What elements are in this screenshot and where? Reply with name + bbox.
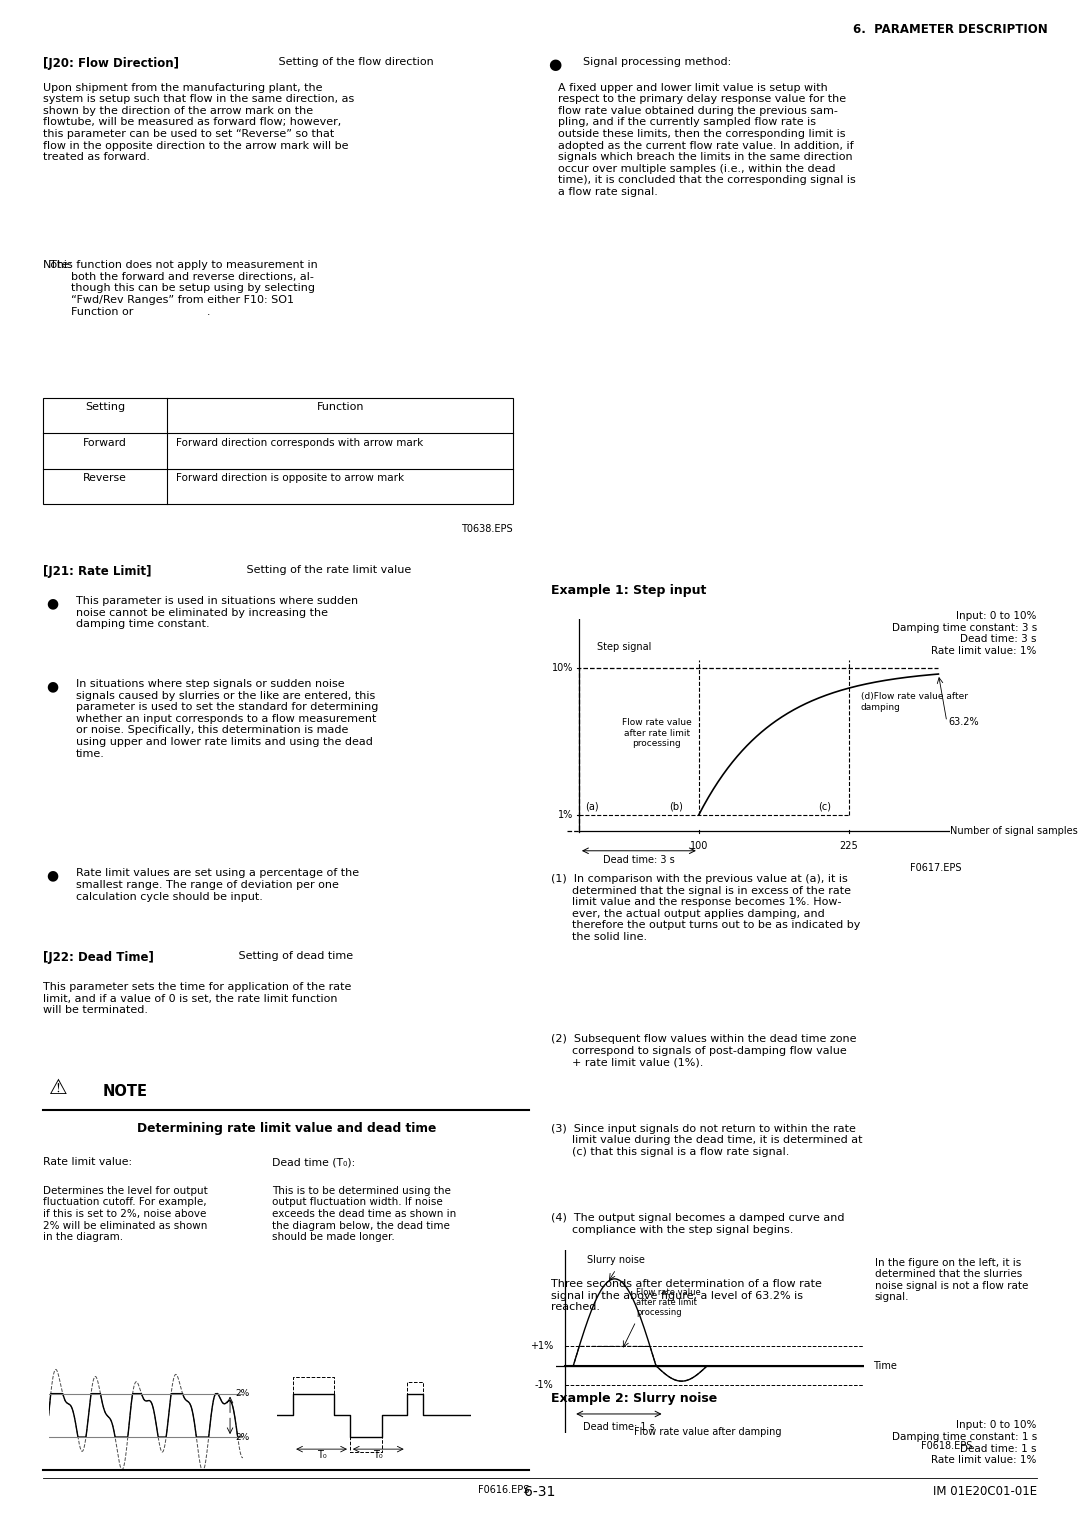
Text: ⚠: ⚠ (49, 1079, 67, 1099)
Text: Forward direction corresponds with arrow mark: Forward direction corresponds with arrow… (176, 437, 423, 448)
Text: Example 1: Step input: Example 1: Step input (551, 584, 706, 597)
Text: Flow rate value
after rate limit
processing: Flow rate value after rate limit process… (622, 718, 691, 749)
Text: Setting of the rate limit value: Setting of the rate limit value (243, 565, 411, 575)
Bar (43, 397, 513, 504)
Text: T0638.EPS: T0638.EPS (461, 524, 513, 533)
Text: This parameter sets the time for application of the rate
limit, and if a value o: This parameter sets the time for applica… (43, 983, 352, 1015)
Text: 2%: 2% (234, 1389, 249, 1398)
Text: Rate limit value:: Rate limit value: (43, 1157, 133, 1167)
Text: F0616.EPS: F0616.EPS (477, 1485, 529, 1496)
Text: ●: ● (46, 868, 58, 883)
Text: (c): (c) (819, 802, 832, 811)
Text: 1%: 1% (557, 810, 573, 821)
Text: This is to be determined using the
output fluctuation width. If noise
exceeds th: This is to be determined using the outpu… (272, 1186, 456, 1242)
Text: Time: Time (873, 1361, 896, 1371)
Text: [J20: Flow Direction]: [J20: Flow Direction] (43, 57, 179, 70)
Text: Flow rate value
after rate limit
processing: Flow rate value after rate limit process… (636, 1288, 701, 1317)
Text: Upon shipment from the manufacturing plant, the
system is setup such that flow i: Upon shipment from the manufacturing pla… (43, 83, 354, 162)
Text: Dead time (T₀):: Dead time (T₀): (272, 1157, 355, 1167)
Text: In the figure on the left, it is
determined that the slurries
noise signal is no: In the figure on the left, it is determi… (875, 1258, 1028, 1302)
Text: Dead time: 1 s: Dead time: 1 s (583, 1421, 654, 1432)
Text: T₀: T₀ (374, 1450, 383, 1459)
Text: -1%: -1% (535, 1380, 553, 1390)
Text: Function: Function (316, 402, 364, 413)
Text: Signal processing method:: Signal processing method: (583, 57, 731, 67)
Text: Setting: Setting (85, 402, 125, 413)
Text: Setting of the flow direction: Setting of the flow direction (275, 57, 434, 67)
Text: 6-31: 6-31 (524, 1485, 556, 1499)
Text: 6.  PARAMETER DESCRIPTION: 6. PARAMETER DESCRIPTION (853, 23, 1048, 37)
Text: This parameter is used in situations where sudden
noise cannot be eliminated by : This parameter is used in situations whe… (76, 596, 357, 630)
Text: IM 01E20C01-01E: IM 01E20C01-01E (933, 1485, 1037, 1499)
Text: ●: ● (549, 57, 562, 72)
Text: This function does not apply to measurement in
        both the forward and reve: This function does not apply to measurem… (43, 260, 318, 316)
Text: Slurry noise: Slurry noise (588, 1256, 645, 1265)
Text: (2)  Subsequent flow values within the dead time zone
      correspond to signal: (2) Subsequent flow values within the de… (551, 1034, 856, 1068)
Text: Determines the level for output
fluctuation cutoff. For example,
if this is set : Determines the level for output fluctuat… (43, 1186, 208, 1242)
Text: F0618.EPS: F0618.EPS (920, 1441, 972, 1452)
Text: (d)Flow rate value after
damping: (d)Flow rate value after damping (861, 692, 968, 712)
Text: (3)  Since input signals do not return to within the rate
      limit value duri: (3) Since input signals do not return to… (551, 1125, 862, 1157)
Text: Three seconds after determination of a flow rate
signal in the above figure, a l: Three seconds after determination of a f… (551, 1279, 822, 1313)
Text: Step signal: Step signal (597, 642, 651, 651)
Text: (a): (a) (585, 802, 598, 811)
Text: 100: 100 (690, 840, 708, 851)
Text: Dead time: 3 s: Dead time: 3 s (603, 854, 675, 865)
Text: 2%: 2% (234, 1433, 249, 1441)
Text: A fixed upper and lower limit value is setup with
  respect to the primary delay: A fixed upper and lower limit value is s… (551, 83, 855, 197)
Text: In situations where step signals or sudden noise
signals caused by slurries or t: In situations where step signals or sudd… (76, 678, 378, 758)
Text: Setting of dead time: Setting of dead time (235, 952, 353, 961)
Text: Input: 0 to 10%
Damping time constant: 3 s
Dead time: 3 s
Rate limit value: 1%: Input: 0 to 10% Damping time constant: 3… (892, 611, 1037, 656)
Text: ●: ● (46, 596, 58, 610)
Text: Number of signal samples: Number of signal samples (950, 827, 1078, 836)
Text: (4)  The output signal becomes a damped curve and
      compliance with the step: (4) The output signal becomes a damped c… (551, 1213, 845, 1235)
Text: Determining rate limit value and dead time: Determining rate limit value and dead ti… (136, 1122, 436, 1135)
Text: NOTE: NOTE (103, 1085, 148, 1099)
Text: Note:: Note: (43, 260, 73, 270)
Text: F0617.EPS: F0617.EPS (909, 863, 961, 874)
Text: T₀: T₀ (316, 1450, 326, 1459)
Text: Forward direction is opposite to arrow mark: Forward direction is opposite to arrow m… (176, 474, 404, 483)
Text: +1%: +1% (530, 1342, 553, 1351)
Text: 63.2%: 63.2% (948, 717, 978, 727)
Text: [J22: Dead Time]: [J22: Dead Time] (43, 952, 154, 964)
Text: (b): (b) (669, 802, 683, 811)
Text: Reverse: Reverse (83, 474, 127, 483)
Text: 10%: 10% (552, 663, 573, 672)
Text: Flow rate value after damping: Flow rate value after damping (634, 1427, 781, 1438)
Text: Forward: Forward (83, 437, 127, 448)
Text: (1)  In comparison with the previous value at (a), it is
      determined that t: (1) In comparison with the previous valu… (551, 874, 860, 943)
Text: [J21: Rate Limit]: [J21: Rate Limit] (43, 565, 151, 578)
Text: Rate limit values are set using a percentage of the
smallest range. The range of: Rate limit values are set using a percen… (76, 868, 359, 902)
Text: 225: 225 (839, 840, 858, 851)
Text: ●: ● (46, 678, 58, 694)
Text: Example 2: Slurry noise: Example 2: Slurry noise (551, 1392, 717, 1406)
Text: Input: 0 to 10%
Damping time constant: 1 s
Dead time: 1 s
Rate limit value: 1%: Input: 0 to 10% Damping time constant: 1… (892, 1421, 1037, 1465)
